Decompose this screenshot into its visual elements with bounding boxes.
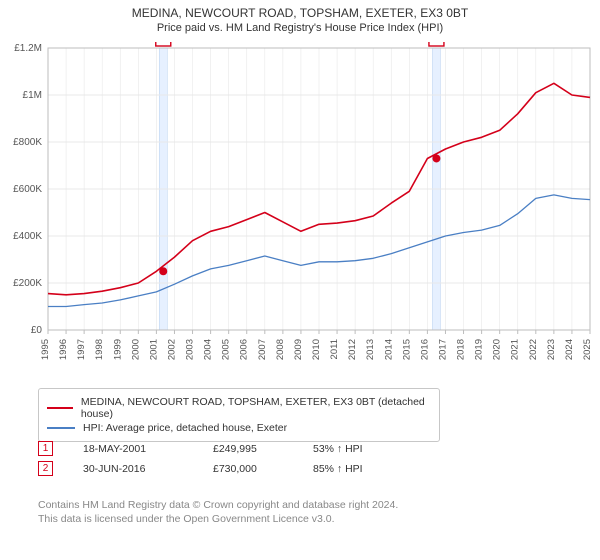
chart-title: MEDINA, NEWCOURT ROAD, TOPSHAM, EXETER, … xyxy=(0,0,600,20)
legend-label: HPI: Average price, detached house, Exet… xyxy=(83,422,287,434)
svg-text:2009: 2009 xyxy=(293,339,304,360)
svg-text:2006: 2006 xyxy=(239,339,250,360)
legend-item: MEDINA, NEWCOURT ROAD, TOPSHAM, EXETER, … xyxy=(47,396,431,420)
chart-subtitle: Price paid vs. HM Land Registry's House … xyxy=(0,20,600,38)
svg-text:2020: 2020 xyxy=(492,339,503,360)
svg-text:2007: 2007 xyxy=(257,339,268,360)
price-chart: £0 £200K £400K £600K £800K £1M £1.2M 1995 1996 19… xyxy=(0,42,600,382)
sale-date: 30-JUN-2016 xyxy=(83,463,183,475)
sale-row: 1 18-MAY-2001 £249,995 53% ↑ HPI xyxy=(38,441,558,456)
footnote-line: Contains HM Land Registry data © Crown c… xyxy=(38,498,578,512)
svg-text:1995: 1995 xyxy=(40,339,51,360)
sales-table: 1 18-MAY-2001 £249,995 53% ↑ HPI 2 30-JU… xyxy=(38,436,558,481)
legend-swatch xyxy=(47,407,73,409)
legend: MEDINA, NEWCOURT ROAD, TOPSHAM, EXETER, … xyxy=(38,388,440,442)
svg-text:2010: 2010 xyxy=(311,339,322,360)
svg-text:£200K: £200K xyxy=(13,278,42,289)
sale-delta: 85% ↑ HPI xyxy=(313,463,413,475)
svg-text:2001: 2001 xyxy=(148,339,159,360)
legend-label: MEDINA, NEWCOURT ROAD, TOPSHAM, EXETER, … xyxy=(81,396,431,420)
svg-text:2023: 2023 xyxy=(546,339,557,360)
svg-text:2011: 2011 xyxy=(329,339,340,359)
svg-text:2016: 2016 xyxy=(419,339,430,360)
svg-text:2021: 2021 xyxy=(510,339,521,360)
svg-text:2018: 2018 xyxy=(456,339,467,360)
legend-item: HPI: Average price, detached house, Exet… xyxy=(47,422,431,434)
svg-text:2003: 2003 xyxy=(185,339,196,360)
svg-text:£0: £0 xyxy=(31,325,43,336)
sale-marker-icon: 1 xyxy=(38,441,53,456)
svg-text:1: 1 xyxy=(160,42,166,45)
sale-price: £730,000 xyxy=(213,463,283,475)
svg-text:2025: 2025 xyxy=(582,339,593,360)
chart-area: £0 £200K £400K £600K £800K £1M £1.2M 1995 1996 19… xyxy=(0,42,600,382)
svg-text:2024: 2024 xyxy=(564,339,575,360)
svg-text:£400K: £400K xyxy=(13,231,42,242)
svg-text:2008: 2008 xyxy=(275,339,286,360)
svg-text:2000: 2000 xyxy=(130,339,141,360)
svg-text:£600K: £600K xyxy=(13,184,42,195)
svg-text:2004: 2004 xyxy=(203,339,214,360)
svg-text:2: 2 xyxy=(434,42,440,45)
sale-price: £249,995 xyxy=(213,443,283,455)
footnote-line: This data is licensed under the Open Gov… xyxy=(38,512,578,526)
svg-text:1999: 1999 xyxy=(112,339,123,360)
sale-delta: 53% ↑ HPI xyxy=(313,443,413,455)
svg-text:£800K: £800K xyxy=(13,137,42,148)
svg-text:£1M: £1M xyxy=(23,90,42,101)
svg-text:2019: 2019 xyxy=(474,339,485,360)
svg-text:2002: 2002 xyxy=(166,339,177,360)
svg-text:1997: 1997 xyxy=(76,339,87,360)
sale-date: 18-MAY-2001 xyxy=(83,443,183,455)
svg-text:2015: 2015 xyxy=(401,339,412,360)
svg-text:2017: 2017 xyxy=(437,339,448,360)
svg-text:2022: 2022 xyxy=(528,339,539,360)
svg-text:2013: 2013 xyxy=(365,339,376,360)
svg-text:2005: 2005 xyxy=(221,339,232,360)
svg-text:1996: 1996 xyxy=(58,339,69,360)
sale-marker-icon: 2 xyxy=(38,461,53,476)
legend-swatch xyxy=(47,427,75,429)
svg-text:1998: 1998 xyxy=(94,339,105,360)
sale-row: 2 30-JUN-2016 £730,000 85% ↑ HPI xyxy=(38,461,558,476)
svg-text:2014: 2014 xyxy=(383,339,394,360)
footnote: Contains HM Land Registry data © Crown c… xyxy=(38,498,578,526)
svg-text:2012: 2012 xyxy=(347,339,358,360)
svg-text:£1.2M: £1.2M xyxy=(14,43,42,54)
